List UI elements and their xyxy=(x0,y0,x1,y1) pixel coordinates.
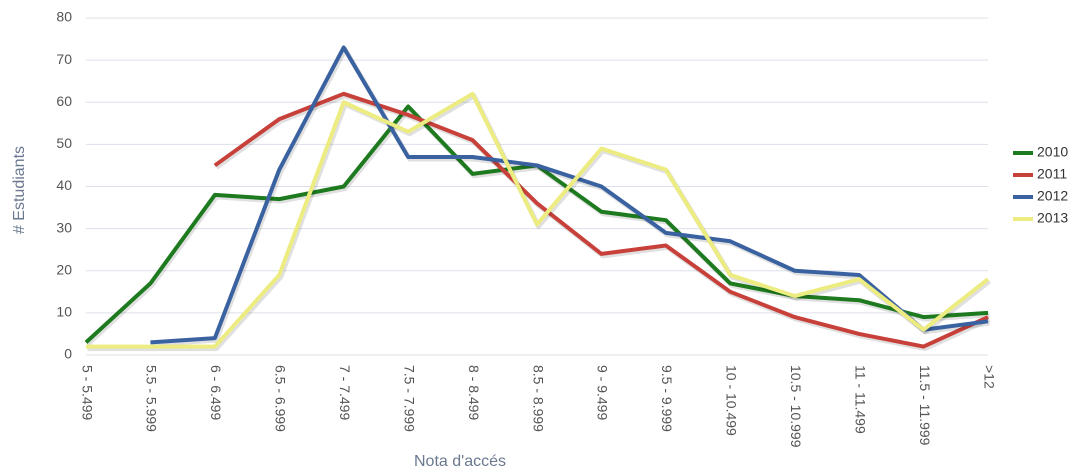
legend-label: 2010 xyxy=(1037,144,1068,160)
x-tick-label: 11.5 - 11.999 xyxy=(917,365,933,446)
y-tick-label: 0 xyxy=(64,346,72,362)
y-tick-label: 80 xyxy=(56,9,72,25)
x-tick-label: 10 - 10.499 xyxy=(724,365,740,436)
y-tick-label: 50 xyxy=(56,135,72,151)
y-tick-label: 60 xyxy=(56,93,72,109)
series-shadow xyxy=(87,93,992,352)
legend-label: 2012 xyxy=(1037,188,1068,204)
x-tick-label: 7 - 7.499 xyxy=(337,365,353,420)
y-tick-label: 30 xyxy=(56,219,72,235)
series-line xyxy=(86,91,990,349)
y-tick-label: 40 xyxy=(56,177,72,193)
x-tick-label: 8 - 8.499 xyxy=(466,365,482,420)
y-tick-label: 70 xyxy=(56,51,72,67)
series-line xyxy=(150,45,989,345)
x-tick-label: 9.5 - 9.999 xyxy=(659,365,675,432)
x-tick-label: 11 - 11.499 xyxy=(852,365,868,434)
x-tick-label: 6.5 - 6.999 xyxy=(273,365,289,432)
series-line xyxy=(213,91,989,349)
x-tick-label: >12 xyxy=(981,365,997,389)
x-tick-label: 8.5 - 8.999 xyxy=(530,365,546,432)
legend-label: 2011 xyxy=(1037,166,1067,182)
x-tick-label: 10.5 - 10.999 xyxy=(788,365,804,448)
y-tick-label: 10 xyxy=(56,304,72,320)
legend-label: 2013 xyxy=(1037,210,1068,226)
x-axis-label: Nota d'accés xyxy=(414,453,506,470)
x-tick-label: 5.5 - 5.999 xyxy=(144,365,160,432)
y-tick-label: 20 xyxy=(56,261,72,277)
x-tick-label: 9 - 9.499 xyxy=(595,365,611,420)
y-axis-label: # Estudiants xyxy=(11,146,28,234)
x-tick-label: 7.5 - 7.999 xyxy=(401,365,417,432)
x-tick-label: 5 - 5.499 xyxy=(79,365,95,420)
x-tick-label: 6 - 6.499 xyxy=(208,365,224,420)
